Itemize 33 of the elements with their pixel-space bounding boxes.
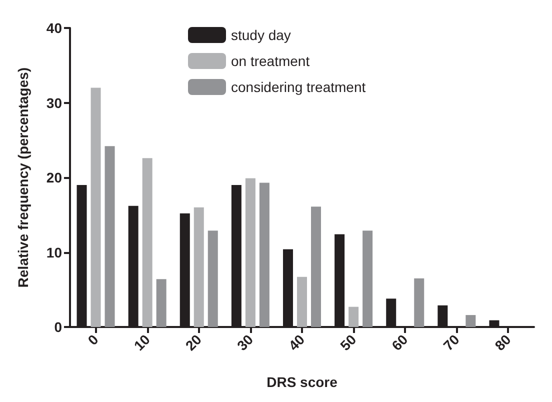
- x-tick-label: 10: [130, 331, 154, 354]
- bar: [104, 146, 115, 327]
- y-tick-label: 30: [46, 94, 62, 111]
- x-tick-label: 40: [285, 331, 308, 354]
- x-tick-label: 70: [440, 331, 462, 354]
- legend-label: study day: [231, 27, 291, 43]
- bar: [259, 182, 270, 327]
- bar: [208, 230, 218, 327]
- bar: [142, 158, 152, 327]
- x-tick-label: 0: [84, 331, 102, 348]
- bar: [297, 276, 307, 327]
- x-axis-title: DRS score: [266, 374, 338, 390]
- bar: [156, 279, 166, 327]
- y-tick-label: 10: [46, 244, 62, 260]
- x-tick-label: 20: [182, 331, 205, 354]
- legend-label: on treatment: [231, 53, 310, 69]
- x-tick-label: 80: [492, 331, 514, 354]
- bar: [90, 88, 101, 327]
- bar: [414, 278, 424, 327]
- y-tick-label: 40: [46, 20, 62, 36]
- y-axis-title: Relative frequency (percentages): [15, 67, 31, 288]
- bar: [245, 178, 256, 327]
- x-tick-label: 60: [388, 331, 411, 354]
- y-tick-label: 0: [54, 319, 62, 335]
- bar: [348, 306, 359, 327]
- bar: [466, 315, 476, 327]
- bar: [311, 206, 321, 327]
- x-tick-label: 50: [336, 331, 360, 354]
- bar: [194, 207, 204, 327]
- bar: [362, 230, 373, 327]
- legend-label: considering treatment: [231, 79, 366, 95]
- y-tick-label: 20: [46, 170, 62, 186]
- x-tick-label: 30: [234, 331, 256, 354]
